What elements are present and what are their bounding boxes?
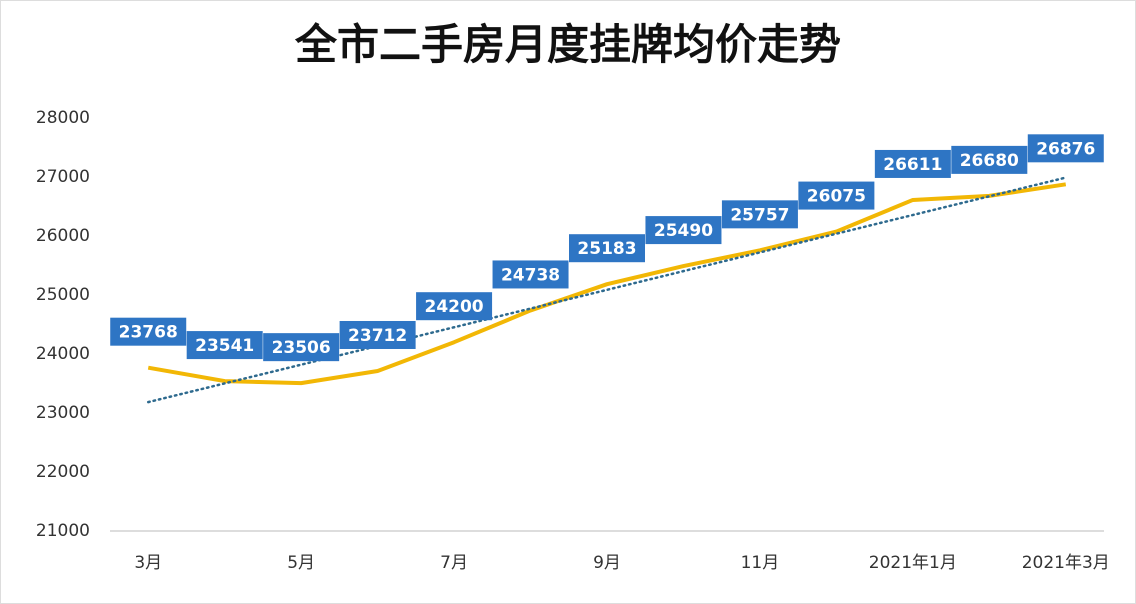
value-label: 26876 [1036, 139, 1095, 159]
value-label-box [951, 145, 1028, 174]
y-tick-label: 23000 [36, 403, 90, 423]
x-tick-label: 3月 [134, 553, 162, 573]
value-label-box [569, 234, 645, 263]
value-label-box [874, 149, 951, 178]
value-label: 23712 [348, 326, 407, 346]
y-tick-label: 27000 [36, 167, 90, 187]
value-label-box [1027, 134, 1104, 163]
y-tick-label: 28000 [36, 108, 90, 128]
value-label-box [339, 320, 416, 349]
value-label: 25183 [577, 239, 636, 259]
value-label: 24738 [501, 265, 560, 285]
x-tick-label: 2021年1月 [869, 553, 957, 573]
value-label: 26075 [807, 187, 866, 207]
chart-title: 全市二手房月度挂牌均价走势 [294, 20, 841, 69]
value-label: 23541 [195, 336, 254, 356]
value-label-box [492, 260, 569, 289]
x-tick-label: 9月 [593, 553, 621, 573]
value-label: 23768 [119, 323, 178, 343]
value-label: 24200 [424, 297, 483, 317]
value-label: 25757 [730, 205, 789, 225]
value-label: 25490 [654, 221, 713, 241]
value-label-box [798, 181, 875, 210]
value-label-box [416, 292, 493, 321]
y-tick-label: 22000 [36, 462, 90, 482]
trend-line [146, 176, 1068, 404]
x-tick-label: 11月 [741, 553, 780, 573]
value-label-box [186, 331, 263, 360]
value-label: 26680 [960, 151, 1019, 171]
x-tick-label: 5月 [287, 553, 315, 573]
y-tick-label: 25000 [36, 285, 90, 305]
y-tick-label: 21000 [36, 521, 90, 541]
value-label-box [263, 333, 340, 362]
x-tick-label: 2021年3月 [1022, 553, 1110, 573]
y-tick-label: 24000 [36, 344, 90, 364]
value-label: 26611 [883, 155, 942, 175]
value-label-box [110, 317, 187, 346]
value-label-box [645, 216, 722, 245]
y-tick-label: 26000 [36, 226, 90, 246]
data-line [147, 182, 1067, 386]
x-tick-label: 7月 [440, 553, 468, 573]
value-label: 23506 [272, 338, 331, 358]
value-label-box [721, 200, 798, 229]
